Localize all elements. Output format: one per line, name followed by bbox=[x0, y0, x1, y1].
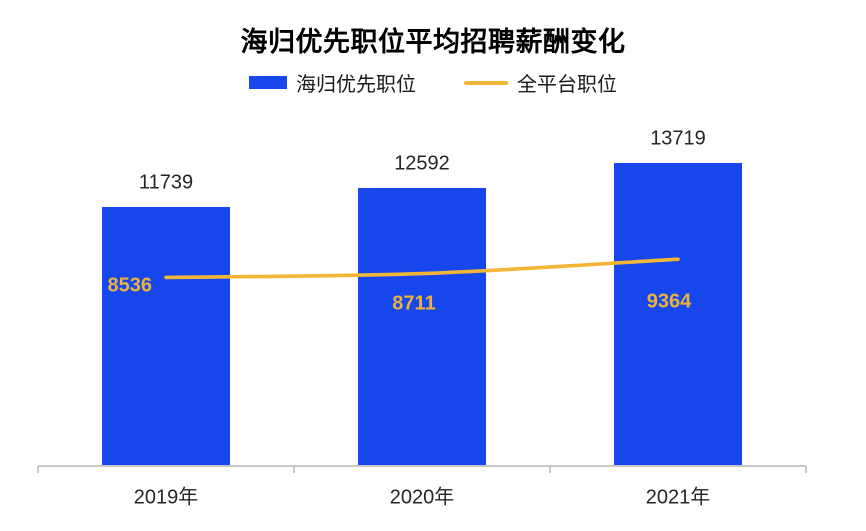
legend-item-platform-line[interactable]: 全平台职位 bbox=[464, 68, 617, 97]
line-value-label-2019年: 8536 bbox=[107, 274, 153, 297]
bar-value-label-2019年: 11739 bbox=[138, 171, 194, 194]
bar-value-label-2020年: 12592 bbox=[394, 152, 450, 175]
x-axis-tick bbox=[805, 466, 807, 473]
legend-label-bar-series: 海归优先职位 bbox=[296, 74, 416, 96]
x-axis-label-2020年: 2020年 bbox=[389, 486, 455, 509]
line-value-label-2021年: 9364 bbox=[646, 290, 692, 313]
chart-title: 海归优先职位平均招聘薪酬变化 bbox=[240, 27, 626, 57]
x-axis-tick bbox=[37, 466, 39, 473]
line-series-swatch-icon bbox=[464, 80, 508, 85]
bar-value-label-2021年: 13719 bbox=[650, 127, 706, 150]
line-value-label-2020年: 8711 bbox=[392, 292, 436, 315]
bar-2019年[interactable] bbox=[102, 207, 230, 465]
legend: 海归优先职位 全平台职位 bbox=[0, 68, 866, 97]
x-axis-label-2019年: 2019年 bbox=[133, 486, 199, 509]
x-axis-tick bbox=[293, 466, 295, 473]
bar-series-swatch-icon bbox=[249, 76, 287, 89]
bar-2020年[interactable] bbox=[358, 188, 486, 465]
x-axis-label-2021年: 2021年 bbox=[645, 486, 711, 509]
legend-label-line-series: 全平台职位 bbox=[517, 74, 617, 96]
x-axis-line bbox=[38, 465, 806, 467]
legend-item-haigui-bar[interactable]: 海归优先职位 bbox=[249, 68, 416, 97]
bar-2021年[interactable] bbox=[614, 163, 742, 465]
line-series-path[interactable] bbox=[164, 257, 680, 280]
x-axis-tick bbox=[549, 466, 551, 473]
